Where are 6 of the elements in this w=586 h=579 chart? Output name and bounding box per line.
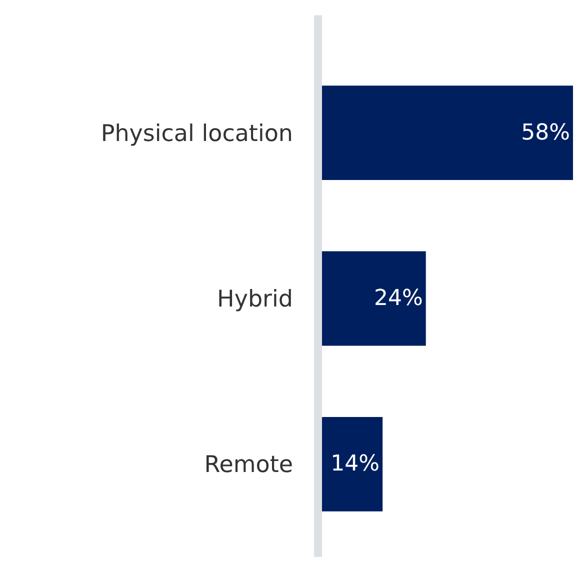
y-tick-label: Remote (204, 452, 293, 478)
data-label: 14% (330, 452, 380, 477)
y-tick-label: Physical location (100, 120, 293, 147)
data-label: 24% (374, 286, 423, 311)
data-label: 58% (521, 120, 570, 146)
y-tick-label: Hybrid (217, 286, 293, 313)
